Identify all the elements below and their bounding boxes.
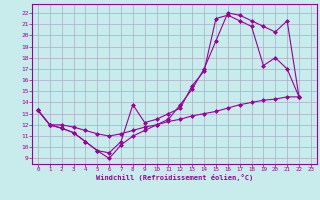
X-axis label: Windchill (Refroidissement éolien,°C): Windchill (Refroidissement éolien,°C) bbox=[96, 174, 253, 181]
